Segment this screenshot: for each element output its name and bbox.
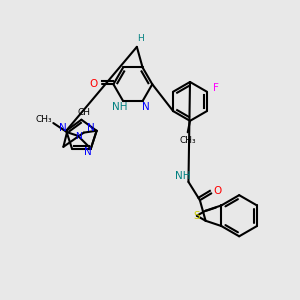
Text: S: S	[194, 211, 200, 221]
Text: N: N	[87, 124, 95, 134]
Text: F: F	[213, 83, 219, 93]
Text: H: H	[137, 34, 144, 43]
Text: O: O	[90, 79, 98, 89]
Text: CH: CH	[77, 108, 90, 117]
Text: N: N	[142, 102, 150, 112]
Text: NH: NH	[112, 102, 128, 112]
Text: CH₃: CH₃	[179, 136, 196, 145]
Text: O: O	[213, 186, 221, 196]
Text: CH₃: CH₃	[36, 115, 52, 124]
Text: N: N	[75, 131, 82, 140]
Text: N: N	[83, 147, 91, 157]
Text: N: N	[58, 123, 66, 133]
Text: NH: NH	[175, 171, 190, 181]
